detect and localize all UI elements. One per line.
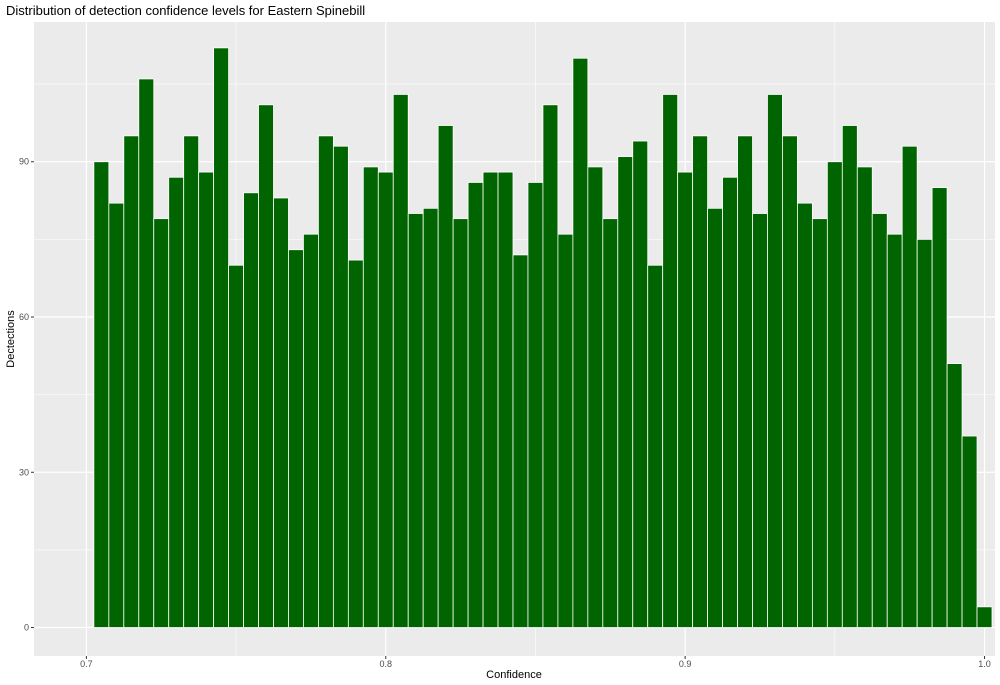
bars bbox=[93, 47, 993, 628]
histogram-bar bbox=[392, 94, 409, 628]
histogram-bar bbox=[542, 104, 559, 628]
histogram-bar bbox=[707, 207, 723, 628]
x-tick-label: 0.9 bbox=[679, 659, 692, 669]
histogram-bar bbox=[931, 187, 948, 628]
histogram-bar bbox=[617, 156, 634, 628]
histogram-bar bbox=[482, 171, 499, 628]
x-tick-label: 0.8 bbox=[380, 659, 393, 669]
histogram-bar bbox=[213, 47, 229, 628]
y-tick-label: 90 bbox=[19, 157, 29, 167]
histogram-bar bbox=[826, 161, 843, 628]
histogram-bar bbox=[961, 435, 978, 628]
chart-title: Distribution of detection confidence lev… bbox=[6, 3, 366, 18]
histogram-bar bbox=[767, 94, 783, 628]
histogram-bar bbox=[273, 197, 289, 628]
histogram-bar bbox=[916, 238, 933, 628]
x-tick-label: 1.0 bbox=[978, 659, 991, 669]
histogram-bar bbox=[512, 254, 529, 628]
histogram-bar bbox=[318, 135, 334, 628]
histogram-bar bbox=[527, 182, 544, 628]
histogram-bar bbox=[168, 176, 185, 628]
histogram-bar bbox=[288, 249, 304, 628]
histogram-bar bbox=[437, 125, 454, 628]
histogram-bar bbox=[243, 192, 259, 628]
histogram-bar bbox=[722, 176, 738, 628]
y-tick-label: 60 bbox=[19, 312, 29, 322]
histogram-bar bbox=[467, 182, 484, 628]
histogram-bar bbox=[362, 166, 379, 628]
y-tick-label: 30 bbox=[19, 467, 29, 477]
histogram-bar bbox=[856, 166, 873, 628]
y-axis-label: Dectections bbox=[5, 310, 17, 368]
histogram-bar bbox=[871, 213, 888, 628]
histogram-bar bbox=[737, 135, 753, 628]
histogram-bar bbox=[108, 202, 125, 628]
histogram-bar bbox=[587, 166, 604, 628]
histogram-bar bbox=[632, 140, 649, 628]
histogram-bar bbox=[228, 264, 244, 628]
axis-ticks: 0.7 0.8 0.9 1.0 0 30 60 90 bbox=[19, 157, 991, 669]
histogram-bar bbox=[258, 104, 274, 628]
x-axis-label: Confidence bbox=[486, 669, 542, 681]
x-tick-label: 0.7 bbox=[80, 659, 93, 669]
histogram-bar bbox=[153, 218, 170, 628]
histogram-bar bbox=[946, 363, 963, 628]
histogram-bar bbox=[692, 135, 708, 628]
histogram-bar bbox=[572, 57, 589, 628]
histogram-bar bbox=[797, 202, 813, 628]
histogram-bar bbox=[647, 264, 664, 628]
histogram-bar bbox=[782, 135, 798, 628]
histogram-bar bbox=[407, 213, 424, 628]
histogram-bar bbox=[841, 125, 858, 628]
histogram-bar bbox=[198, 171, 215, 628]
histogram-bar bbox=[901, 145, 918, 628]
histogram-bar bbox=[93, 161, 110, 628]
histogram-bar bbox=[303, 233, 319, 628]
histogram-bar bbox=[976, 606, 993, 628]
histogram-bar bbox=[377, 171, 394, 628]
histogram-bar bbox=[452, 218, 469, 628]
histogram-bar bbox=[422, 207, 439, 628]
histogram-bar bbox=[347, 259, 364, 628]
histogram-bar bbox=[123, 135, 140, 628]
histogram-bar bbox=[886, 233, 903, 628]
histogram-bar bbox=[557, 233, 574, 628]
histogram-bar bbox=[811, 218, 828, 628]
histogram-bar bbox=[183, 135, 200, 628]
histogram-bar bbox=[138, 78, 155, 628]
histogram-bar bbox=[332, 145, 349, 628]
histogram-bar bbox=[752, 213, 768, 628]
y-tick-label: 0 bbox=[24, 623, 29, 633]
histogram-bar bbox=[497, 171, 514, 628]
histogram-bar bbox=[662, 94, 679, 628]
histogram-bar bbox=[677, 171, 694, 628]
histogram-bar bbox=[602, 218, 619, 628]
